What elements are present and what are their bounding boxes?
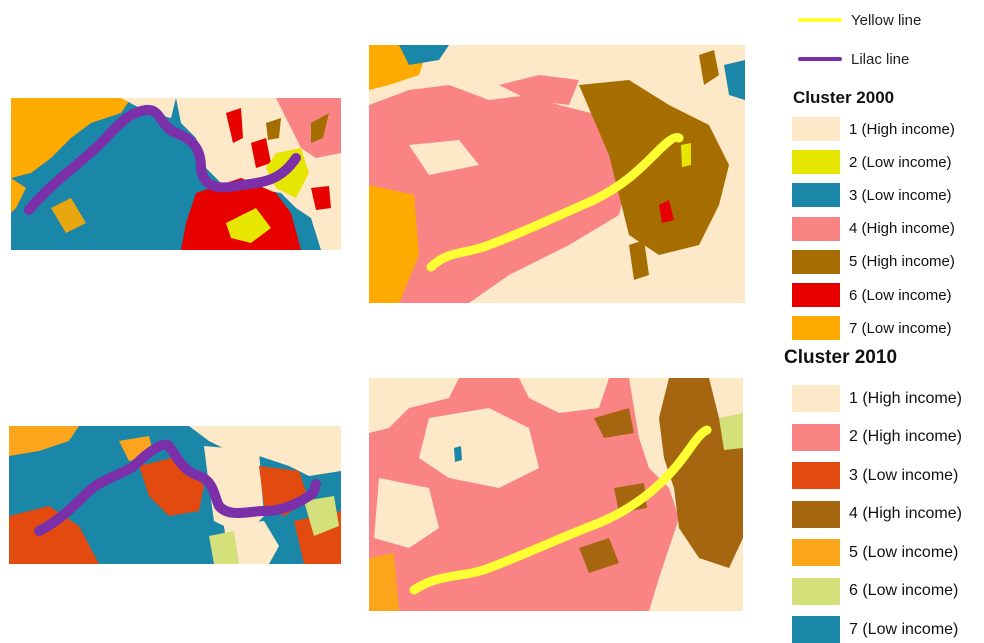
legend-item: 4 (High income) bbox=[792, 216, 955, 241]
legend-label: 4 (High income) bbox=[849, 505, 962, 522]
legend-item: 5 (Low income) bbox=[792, 539, 958, 566]
map-yellow-2010 bbox=[369, 378, 743, 611]
legend-item: 2 (Low income) bbox=[792, 150, 952, 175]
legend-label: 5 (High income) bbox=[849, 253, 955, 271]
legend-item: 1 (High income) bbox=[792, 385, 962, 412]
legend-swatch bbox=[792, 216, 840, 241]
legend-item: 5 (High income) bbox=[792, 249, 955, 274]
legend-item: 2 (High income) bbox=[792, 423, 962, 451]
lilac-line-label: Lilac line bbox=[851, 50, 910, 68]
legend-swatch bbox=[792, 385, 840, 412]
legend-swatch bbox=[792, 500, 840, 528]
legend: Yellow line Lilac line Cluster 2000 1 (H… bbox=[780, 0, 984, 643]
legend-label: 4 (High income) bbox=[849, 220, 955, 238]
legend-swatch bbox=[792, 183, 840, 208]
yellow-line-swatch bbox=[798, 18, 842, 22]
legend-swatch bbox=[792, 283, 840, 307]
cluster-2010-title: Cluster 2010 bbox=[784, 347, 898, 368]
legend-label: 7 (Low income) bbox=[849, 620, 959, 638]
map-lilac-2010 bbox=[9, 426, 341, 564]
legend-swatch bbox=[792, 316, 840, 341]
legend-swatch bbox=[792, 117, 840, 141]
legend-item: 6 (Low income) bbox=[792, 283, 952, 307]
legend-label: 3 (Low income) bbox=[849, 186, 952, 204]
legend-item: 7 (Low income) bbox=[792, 316, 952, 341]
legend-swatch bbox=[792, 462, 840, 489]
legend-label: 7 (Low income) bbox=[849, 319, 952, 337]
cluster-2000-title: Cluster 2000 bbox=[793, 88, 895, 107]
legend-swatch bbox=[792, 423, 840, 451]
legend-label: 1 (High income) bbox=[849, 120, 955, 138]
legend-label: 2 (High income) bbox=[849, 428, 962, 445]
legend-item: 1 (High income) bbox=[792, 117, 955, 141]
map-lilac-2000 bbox=[11, 98, 341, 250]
legend-item: 4 (High income) bbox=[792, 500, 962, 528]
yellow-line-label: Yellow line bbox=[851, 11, 922, 29]
legend-swatch bbox=[792, 539, 840, 566]
legend-label: 5 (Low income) bbox=[849, 543, 959, 561]
lilac-line-swatch bbox=[798, 57, 842, 61]
legend-item: 6 (Low income) bbox=[792, 577, 959, 605]
legend-item: 3 (Low income) bbox=[792, 462, 958, 489]
legend-yellow-line: Yellow line bbox=[798, 9, 921, 31]
legend-label: 2 (Low income) bbox=[849, 153, 952, 171]
legend-label: 6 (Low income) bbox=[849, 286, 952, 304]
legend-swatch bbox=[792, 249, 840, 274]
legend-label: 3 (Low income) bbox=[849, 466, 959, 484]
legend-item: 3 (Low income) bbox=[792, 183, 952, 208]
map-yellow-2000 bbox=[369, 45, 745, 303]
legend-label: 6 (Low income) bbox=[849, 582, 959, 599]
legend-label: 1 (High income) bbox=[849, 389, 962, 407]
legend-swatch bbox=[792, 150, 840, 175]
legend-lilac-line: Lilac line bbox=[798, 48, 909, 70]
legend-swatch bbox=[792, 577, 840, 605]
